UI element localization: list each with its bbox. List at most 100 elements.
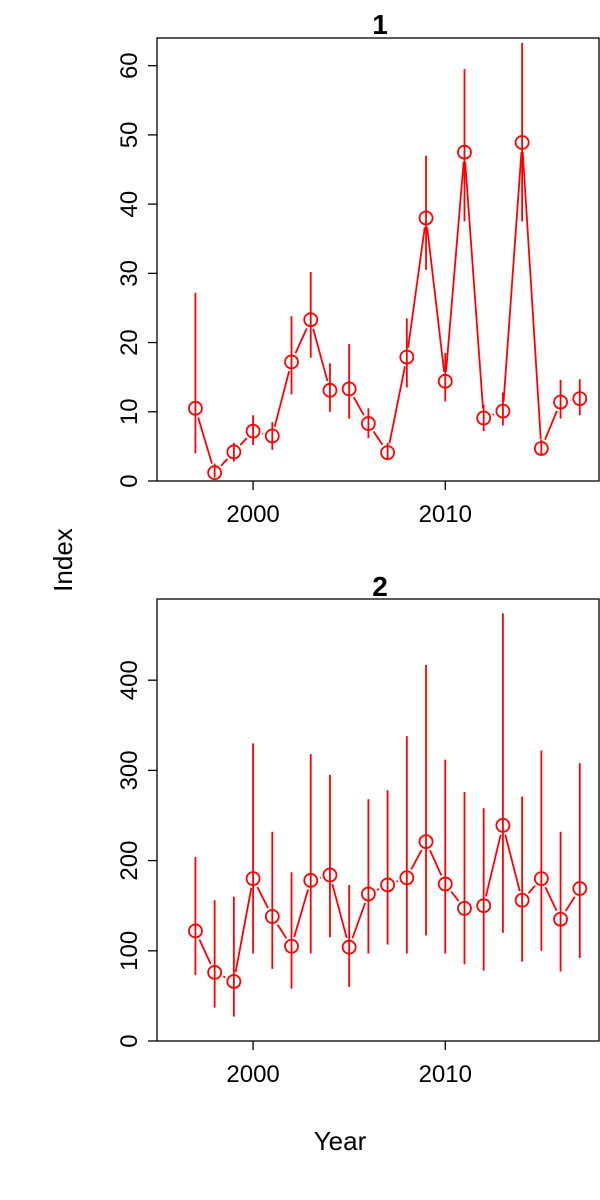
series-segment: [239, 437, 248, 446]
data-point: [553, 911, 568, 927]
series-segment: [222, 975, 226, 979]
series-segment: [197, 417, 213, 464]
data-point: [188, 400, 203, 416]
series-segment: [312, 328, 329, 382]
series-segment: [504, 834, 521, 892]
series-segment: [485, 834, 502, 897]
series-segment: [276, 924, 288, 939]
data-point: [572, 881, 588, 896]
series-segment: [256, 886, 269, 909]
series-segment: [220, 458, 229, 467]
panel-title: 1: [372, 9, 388, 40]
series-segment: [388, 366, 406, 444]
data-point: [457, 144, 472, 160]
data-point: [322, 382, 338, 398]
data-point: [284, 938, 299, 954]
data-point: [495, 403, 511, 419]
plot-frame: [156, 598, 600, 1042]
data-point: [437, 876, 453, 892]
series-segment: [426, 227, 446, 372]
series-segment: [410, 849, 423, 870]
data-point: [207, 965, 223, 980]
series-segment: [527, 885, 536, 894]
y-tick-label: 30: [116, 260, 143, 287]
x-axis-title: Year: [314, 1126, 367, 1156]
data-point: [399, 349, 415, 365]
series-segment: [234, 887, 253, 973]
series-segment: [372, 430, 384, 446]
series-segment: [445, 161, 465, 372]
y-tick-label: 0: [116, 474, 143, 487]
data-point: [476, 410, 492, 426]
data-point: [264, 428, 280, 444]
y-tick-label: 20: [116, 329, 143, 356]
data-point: [457, 901, 472, 916]
data-point: [418, 834, 434, 850]
y-tick-label: 50: [116, 122, 143, 149]
x-tick-label: 2000: [226, 501, 279, 528]
data-point: [572, 391, 588, 407]
y-tick-label: 100: [116, 931, 143, 971]
data-point: [245, 423, 261, 439]
series-segment: [429, 849, 443, 876]
data-point: [495, 818, 511, 833]
y-tick-label: 400: [116, 660, 143, 700]
data-point: [303, 873, 319, 888]
series-segment: [396, 880, 399, 883]
data-point: [533, 441, 549, 456]
y-tick-label: 0: [116, 1034, 143, 1047]
data-point: [226, 974, 242, 989]
data-point: [418, 210, 434, 226]
series-segment: [294, 327, 308, 354]
data-point: [360, 416, 376, 431]
series-segment: [273, 370, 291, 428]
x-tick-label: 2000: [226, 1061, 279, 1088]
data-point: [264, 909, 280, 924]
series-segment: [198, 939, 212, 965]
series-segment: [502, 151, 523, 402]
plot-frame: [156, 37, 600, 482]
y-tick-label: 300: [116, 750, 143, 790]
data-point: [303, 312, 319, 328]
series-segment: [464, 161, 484, 409]
series-segment: [564, 896, 576, 912]
series-segment: [331, 883, 348, 939]
y-tick-label: 200: [116, 841, 143, 881]
data-point: [476, 898, 492, 914]
series-segment: [352, 396, 365, 416]
data-point: [226, 444, 242, 460]
series-segment: [450, 890, 460, 902]
data-point: [284, 354, 299, 370]
data-point: [207, 465, 223, 481]
series-segment: [293, 889, 309, 938]
panel-2: 2 0 100 200 300 400 2000 2010: [116, 571, 600, 1088]
data-point: [360, 886, 376, 902]
data-point: [341, 939, 357, 955]
y-tick-label: 10: [116, 398, 143, 425]
data-point: [533, 871, 549, 887]
series-segment: [407, 227, 426, 348]
series-segment: [376, 888, 380, 891]
data-point: [245, 871, 261, 887]
series-segment: [351, 902, 367, 939]
data-point: [553, 394, 568, 410]
series-segment: [544, 410, 558, 441]
data-point: [399, 870, 415, 886]
panel-title: 2: [372, 571, 388, 602]
data-point: [188, 923, 203, 939]
data-point: [341, 381, 357, 397]
x-tick-label: 2010: [419, 501, 472, 528]
y-axis-title: Index: [48, 528, 78, 592]
y-tick-label: 60: [116, 52, 143, 79]
series-segment: [544, 886, 558, 912]
data-point: [322, 867, 338, 883]
data-point: [380, 445, 396, 461]
data-point: [514, 892, 530, 908]
y-tick-label: 40: [116, 191, 143, 218]
x-tick-label: 2010: [419, 1061, 472, 1088]
data-point: [380, 877, 396, 893]
data-point: [437, 373, 453, 389]
data-point: [514, 135, 530, 150]
